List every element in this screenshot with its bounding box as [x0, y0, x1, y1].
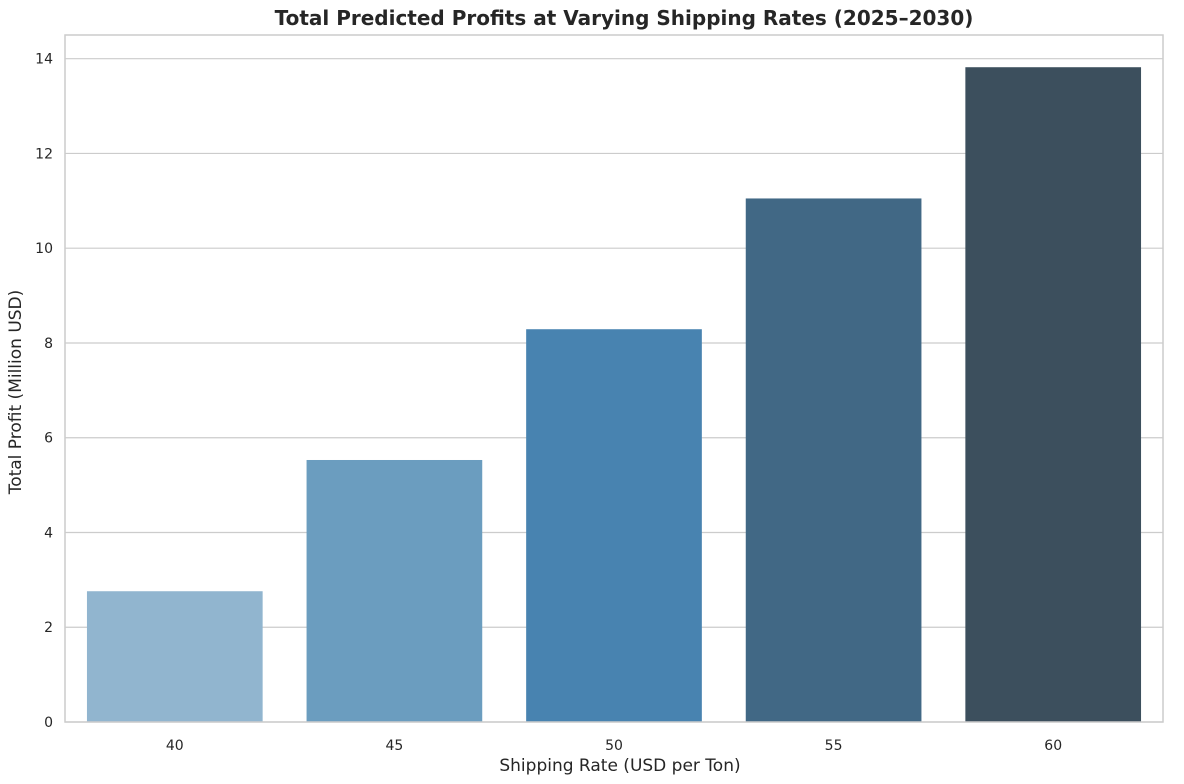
y-tick-label: 4 — [44, 525, 53, 541]
y-tick-label: 12 — [35, 146, 53, 162]
y-tick-label: 0 — [44, 715, 53, 731]
chart-title: Total Predicted Profits at Varying Shipp… — [275, 6, 974, 30]
x-tick-label: 45 — [385, 738, 403, 754]
bar-40 — [86, 591, 263, 722]
bar-45 — [306, 459, 483, 722]
y-axis-label: Total Profit (Million USD) — [6, 290, 26, 496]
y-tick-label: 14 — [35, 52, 53, 68]
bars — [86, 67, 1142, 722]
bar-60 — [965, 67, 1142, 722]
x-tick-label: 60 — [1044, 738, 1062, 754]
y-tick-label: 8 — [44, 336, 53, 352]
x-tick-label: 50 — [605, 738, 623, 754]
x-tick-label: 40 — [166, 738, 184, 754]
y-tick-label: 10 — [35, 241, 53, 257]
x-tick-label: 55 — [825, 738, 843, 754]
y-tick-label: 2 — [44, 620, 53, 636]
x-axis-label: Shipping Rate (USD per Ton) — [499, 756, 740, 776]
plot-frame — [64, 34, 1164, 723]
bar-50 — [526, 329, 702, 722]
bar-55 — [745, 198, 922, 722]
y-axis-ticks: 0 2 4 6 8 10 12 14 — [35, 52, 53, 731]
x-axis-ticks: 40 45 50 55 60 — [166, 738, 1062, 754]
y-tick-label: 6 — [44, 431, 53, 447]
